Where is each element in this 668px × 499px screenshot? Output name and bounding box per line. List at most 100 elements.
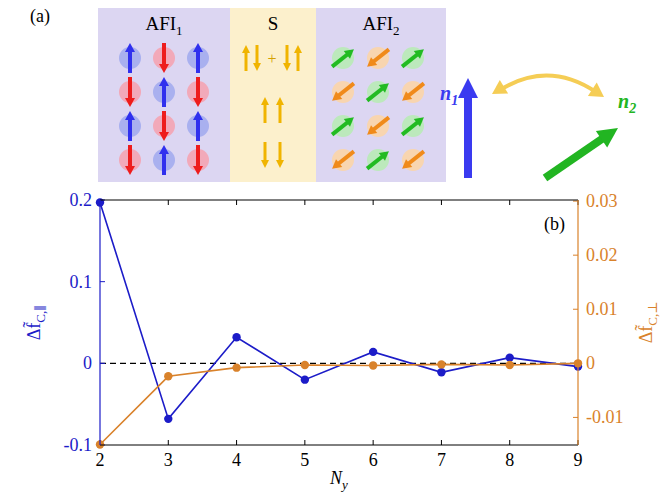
x-tick-label: 8 <box>505 450 514 470</box>
arrow-head <box>253 63 261 71</box>
arrow-shaft <box>128 50 132 73</box>
label-sub: 1 <box>451 93 458 108</box>
data-point <box>301 361 309 369</box>
label-main: Δf̃ <box>634 325 656 344</box>
arrow-shaft <box>408 151 424 164</box>
arrow-head <box>596 128 618 148</box>
data-point <box>232 333 240 341</box>
y-tick-label: 0 <box>83 353 92 373</box>
label-sub: y <box>340 477 348 492</box>
y2-tick-label: 0.01 <box>586 299 618 319</box>
data-point <box>437 368 445 376</box>
y2-tick-label: -0.01 <box>586 407 624 427</box>
data-point <box>506 361 514 369</box>
data-point <box>506 353 514 361</box>
arrow-head <box>242 45 250 53</box>
x-tick <box>373 200 374 205</box>
spin-site <box>402 149 424 171</box>
x-tick <box>509 440 510 445</box>
x-tick-label: 5 <box>300 450 309 470</box>
label: AFI2 <box>362 13 399 38</box>
data-point <box>232 363 240 371</box>
series-line <box>100 363 578 444</box>
spin-site <box>402 47 424 69</box>
data-point <box>164 372 172 380</box>
arrow-head <box>193 98 203 107</box>
arrow-shaft <box>286 45 289 65</box>
arrow-head <box>159 132 169 141</box>
spin-site <box>402 115 424 137</box>
x-tick <box>441 200 442 205</box>
label-sub: C,∥ <box>33 305 48 323</box>
arrow-shaft <box>245 51 248 71</box>
arrow-head <box>193 111 203 120</box>
arrow-shaft <box>279 142 282 162</box>
arrow-shaft <box>408 83 424 96</box>
label-main: AFI <box>362 13 393 34</box>
label: Ny <box>329 468 348 492</box>
y2-tick <box>573 417 578 418</box>
arrow-head <box>261 160 269 168</box>
arrow-head <box>261 97 269 105</box>
arrow-shaft <box>264 103 267 123</box>
rotation-arrow <box>492 75 604 97</box>
y2-tick-label: 0.02 <box>586 245 618 265</box>
region <box>316 8 446 182</box>
arrow-head <box>159 145 169 154</box>
arrow-shaft <box>332 122 348 135</box>
label: AFI1 <box>145 13 182 38</box>
arrow-shaft <box>373 117 389 130</box>
arrow-shaft <box>162 111 166 134</box>
arrow-head <box>294 45 302 53</box>
arrow-shaft <box>196 77 200 100</box>
frame-top <box>100 200 578 201</box>
spin-site <box>332 115 354 137</box>
arrow-shaft <box>196 50 200 73</box>
label-main: N <box>329 468 343 488</box>
superposition-sign: + <box>267 50 276 67</box>
x-tick-label: 3 <box>164 450 173 470</box>
plot-area <box>96 198 582 448</box>
arrow-shaft <box>338 151 354 164</box>
arrow-shaft <box>162 84 166 107</box>
x-tick-label: 6 <box>369 450 378 470</box>
x-tick-label: 2 <box>96 450 105 470</box>
data-point <box>437 360 445 368</box>
arrow-shaft <box>162 152 166 175</box>
arrow-head <box>276 97 284 105</box>
label-sub: 1 <box>176 23 183 38</box>
x-tick <box>441 440 442 445</box>
spin-site <box>367 47 389 69</box>
arrow-head <box>367 57 377 67</box>
label-sub: C,⊥ <box>645 302 660 326</box>
x-tick <box>373 440 374 445</box>
y2-tick-label: 0 <box>586 353 595 373</box>
label: n1 <box>440 82 458 108</box>
arrow-shaft <box>464 94 472 178</box>
label: S <box>268 13 279 34</box>
y-axis <box>99 200 100 445</box>
panel-label: (b) <box>544 214 565 235</box>
arrow-shaft <box>128 145 132 168</box>
y-tick <box>100 281 105 282</box>
arrow-head <box>458 78 478 98</box>
figure: (a)AFI1SAFI2+n1n223456789-0.100.10.2-0.0… <box>0 0 668 499</box>
arrow-head <box>379 151 389 161</box>
x-tick <box>168 440 169 445</box>
arrow-shaft <box>128 118 132 141</box>
arrow-shaft <box>279 103 282 123</box>
arrow-shaft <box>128 77 132 100</box>
arrow-head <box>402 159 412 169</box>
arrow-shaft <box>256 45 259 65</box>
arrow-head <box>588 83 604 97</box>
arrow-head <box>414 117 424 127</box>
y-tick <box>100 363 105 364</box>
arrow-head <box>125 111 135 120</box>
arrow-head <box>344 49 354 59</box>
x-tick <box>304 440 305 445</box>
y-tick-label: 0.1 <box>70 272 93 292</box>
arrow-head <box>344 117 354 127</box>
x-axis <box>100 445 578 446</box>
spin-site <box>402 81 424 103</box>
region <box>230 8 316 182</box>
